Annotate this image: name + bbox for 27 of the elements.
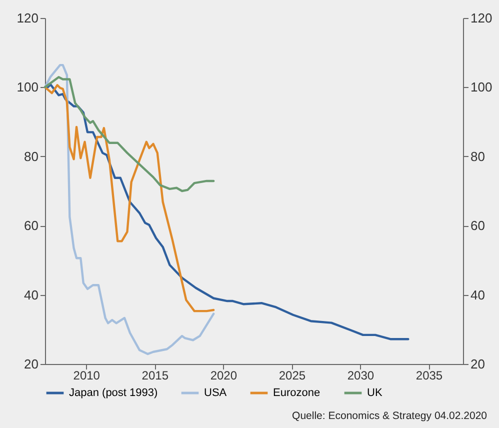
y2-tick-label: 120 <box>470 10 492 26</box>
y-tick-label: 120 <box>16 10 38 26</box>
line-series <box>44 84 215 312</box>
legend-label: USA <box>204 387 228 399</box>
legend-label: Japan (post 1993) <box>69 387 158 399</box>
x-tick-label: 2015 <box>142 368 169 382</box>
y2-tick-label: 60 <box>470 218 485 234</box>
line-series <box>46 83 410 340</box>
y-tick-label: 80 <box>24 148 38 164</box>
y-tick-label: 100 <box>16 80 38 95</box>
y2-tick-label: 20 <box>470 356 485 372</box>
line-series <box>44 76 215 192</box>
y-tick-label: 40 <box>24 287 38 302</box>
x-tick-label: 2035 <box>416 368 443 382</box>
y2-tick-label: 80 <box>470 148 485 164</box>
x-tick-label: 2010 <box>73 368 100 382</box>
y-tick-label: 20 <box>24 356 38 372</box>
y-tick-label: 60 <box>24 218 38 234</box>
legend-label: Eurozone <box>273 387 320 399</box>
line-series <box>44 64 215 356</box>
y2-tick-label: 100 <box>470 80 492 95</box>
x-tick-label: 2030 <box>347 368 374 382</box>
x-tick-label: 2020 <box>210 368 238 382</box>
y2-tick-label: 40 <box>470 287 485 302</box>
source-note: Quelle: Economics & Strategy 04.02.2020 <box>292 410 487 422</box>
legend-label: UK <box>367 387 383 399</box>
x-tick-label: 2025 <box>278 368 306 382</box>
